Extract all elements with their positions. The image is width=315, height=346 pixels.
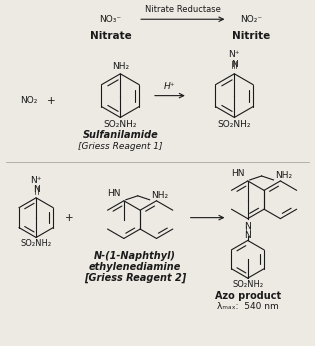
Text: N: N [231,60,238,69]
Text: H⁺: H⁺ [164,82,176,91]
Text: N: N [244,221,251,230]
Text: SO₂NH₂: SO₂NH₂ [104,120,137,129]
Text: NH₂: NH₂ [112,62,129,71]
Text: NH₂: NH₂ [152,191,169,200]
Text: N: N [33,185,39,194]
Text: λₘₐₓ:  540 nm: λₘₐₓ: 540 nm [217,302,279,311]
Text: SO₂NH₂: SO₂NH₂ [218,120,251,129]
Text: Nitrate: Nitrate [89,31,131,41]
Text: NO₂: NO₂ [20,96,38,105]
Text: [Griess Reagent 1]: [Griess Reagent 1] [78,142,163,151]
Text: Nitrite: Nitrite [232,31,270,41]
Text: N⁺: N⁺ [30,176,42,185]
Text: +: + [65,213,73,222]
Text: N: N [244,230,251,239]
Text: [Griess Reagent 2]: [Griess Reagent 2] [84,273,186,283]
Text: Azo product: Azo product [215,291,281,301]
Text: NO₃⁻: NO₃⁻ [99,15,122,24]
Text: NO₂⁻: NO₂⁻ [240,15,262,24]
Text: Nitrate Reductase: Nitrate Reductase [145,5,221,14]
Text: SO₂NH₂: SO₂NH₂ [20,239,52,248]
Text: N⁺: N⁺ [229,50,240,59]
Text: N-(1-Naphthyl): N-(1-Naphthyl) [94,251,176,261]
Text: HN: HN [107,189,121,198]
Text: SO₂NH₂: SO₂NH₂ [232,280,263,289]
Text: ethylenediamine: ethylenediamine [89,262,181,272]
Text: NH₂: NH₂ [276,172,293,181]
Text: HN: HN [231,169,245,178]
Text: +: + [47,95,55,106]
Text: Sulfanilamide: Sulfanilamide [83,130,158,140]
